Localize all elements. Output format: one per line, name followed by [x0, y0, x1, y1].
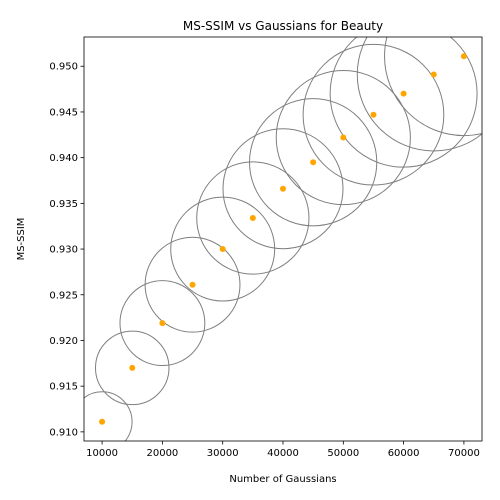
x-tick-label: 30000 — [207, 448, 239, 459]
gaussian-count-bubble — [119, 280, 206, 367]
y-tick-label: 0.950 — [49, 62, 78, 73]
gaussian-count-bubble — [222, 128, 344, 250]
x-tick-label: 10000 — [86, 448, 118, 459]
x-tick-label: 50000 — [327, 448, 359, 459]
y-tick-label: 0.930 — [49, 245, 78, 256]
x-axis: 10000 20000 30000 40000 50000 60000 70000 — [86, 441, 480, 459]
gaussian-count-bubble — [170, 196, 276, 302]
data-point — [249, 214, 256, 221]
data-point — [129, 364, 136, 371]
gaussian-count-bubble — [196, 161, 310, 275]
x-axis-label: Number of Gaussians — [229, 474, 336, 485]
data-point — [280, 185, 286, 192]
gaussian-count-bubble — [329, 37, 478, 168]
data-point — [400, 90, 407, 97]
data-point — [99, 418, 106, 425]
y-tick-label: 0.915 — [49, 382, 78, 393]
y-axis: 0.910 0.915 0.920 0.925 0.930 0.935 0.940 0.945… — [49, 62, 84, 438]
gaussian-count-bubble — [275, 69, 411, 206]
data-point — [189, 281, 196, 288]
y-tick-label: 0.940 — [49, 153, 78, 164]
plot-frame — [83, 36, 483, 442]
gaussian-count-bubble — [95, 330, 170, 406]
y-tick-label: 0.945 — [49, 107, 78, 118]
x-tick-label: 60000 — [388, 448, 420, 459]
y-axis-label: MS-SSIM — [16, 218, 27, 261]
y-tick-label: 0.920 — [49, 336, 78, 347]
data-point — [370, 111, 377, 118]
chart-title: MS-SSIM vs Gaussians for Beauty — [183, 19, 383, 33]
gaussian-count-bubble — [302, 43, 445, 186]
x-tick-label: 20000 — [146, 448, 178, 459]
bubble-layer — [84, 37, 482, 441]
data-point — [219, 246, 226, 253]
y-tick-label: 0.910 — [49, 427, 78, 438]
data-point — [460, 53, 467, 60]
y-tick-label: 0.925 — [49, 290, 78, 301]
data-point — [310, 159, 317, 166]
y-tick-label: 0.935 — [49, 199, 78, 210]
gaussian-count-bubble — [356, 37, 482, 152]
data-point — [340, 134, 347, 141]
gaussian-count-bubble — [144, 236, 241, 333]
x-tick-label: 70000 — [448, 448, 480, 459]
x-tick-label: 40000 — [267, 448, 299, 459]
gaussian-count-bubble — [384, 37, 482, 137]
data-point — [159, 320, 166, 327]
data-point — [430, 71, 437, 78]
gaussian-count-bubble — [84, 391, 133, 441]
point-layer — [99, 53, 467, 425]
